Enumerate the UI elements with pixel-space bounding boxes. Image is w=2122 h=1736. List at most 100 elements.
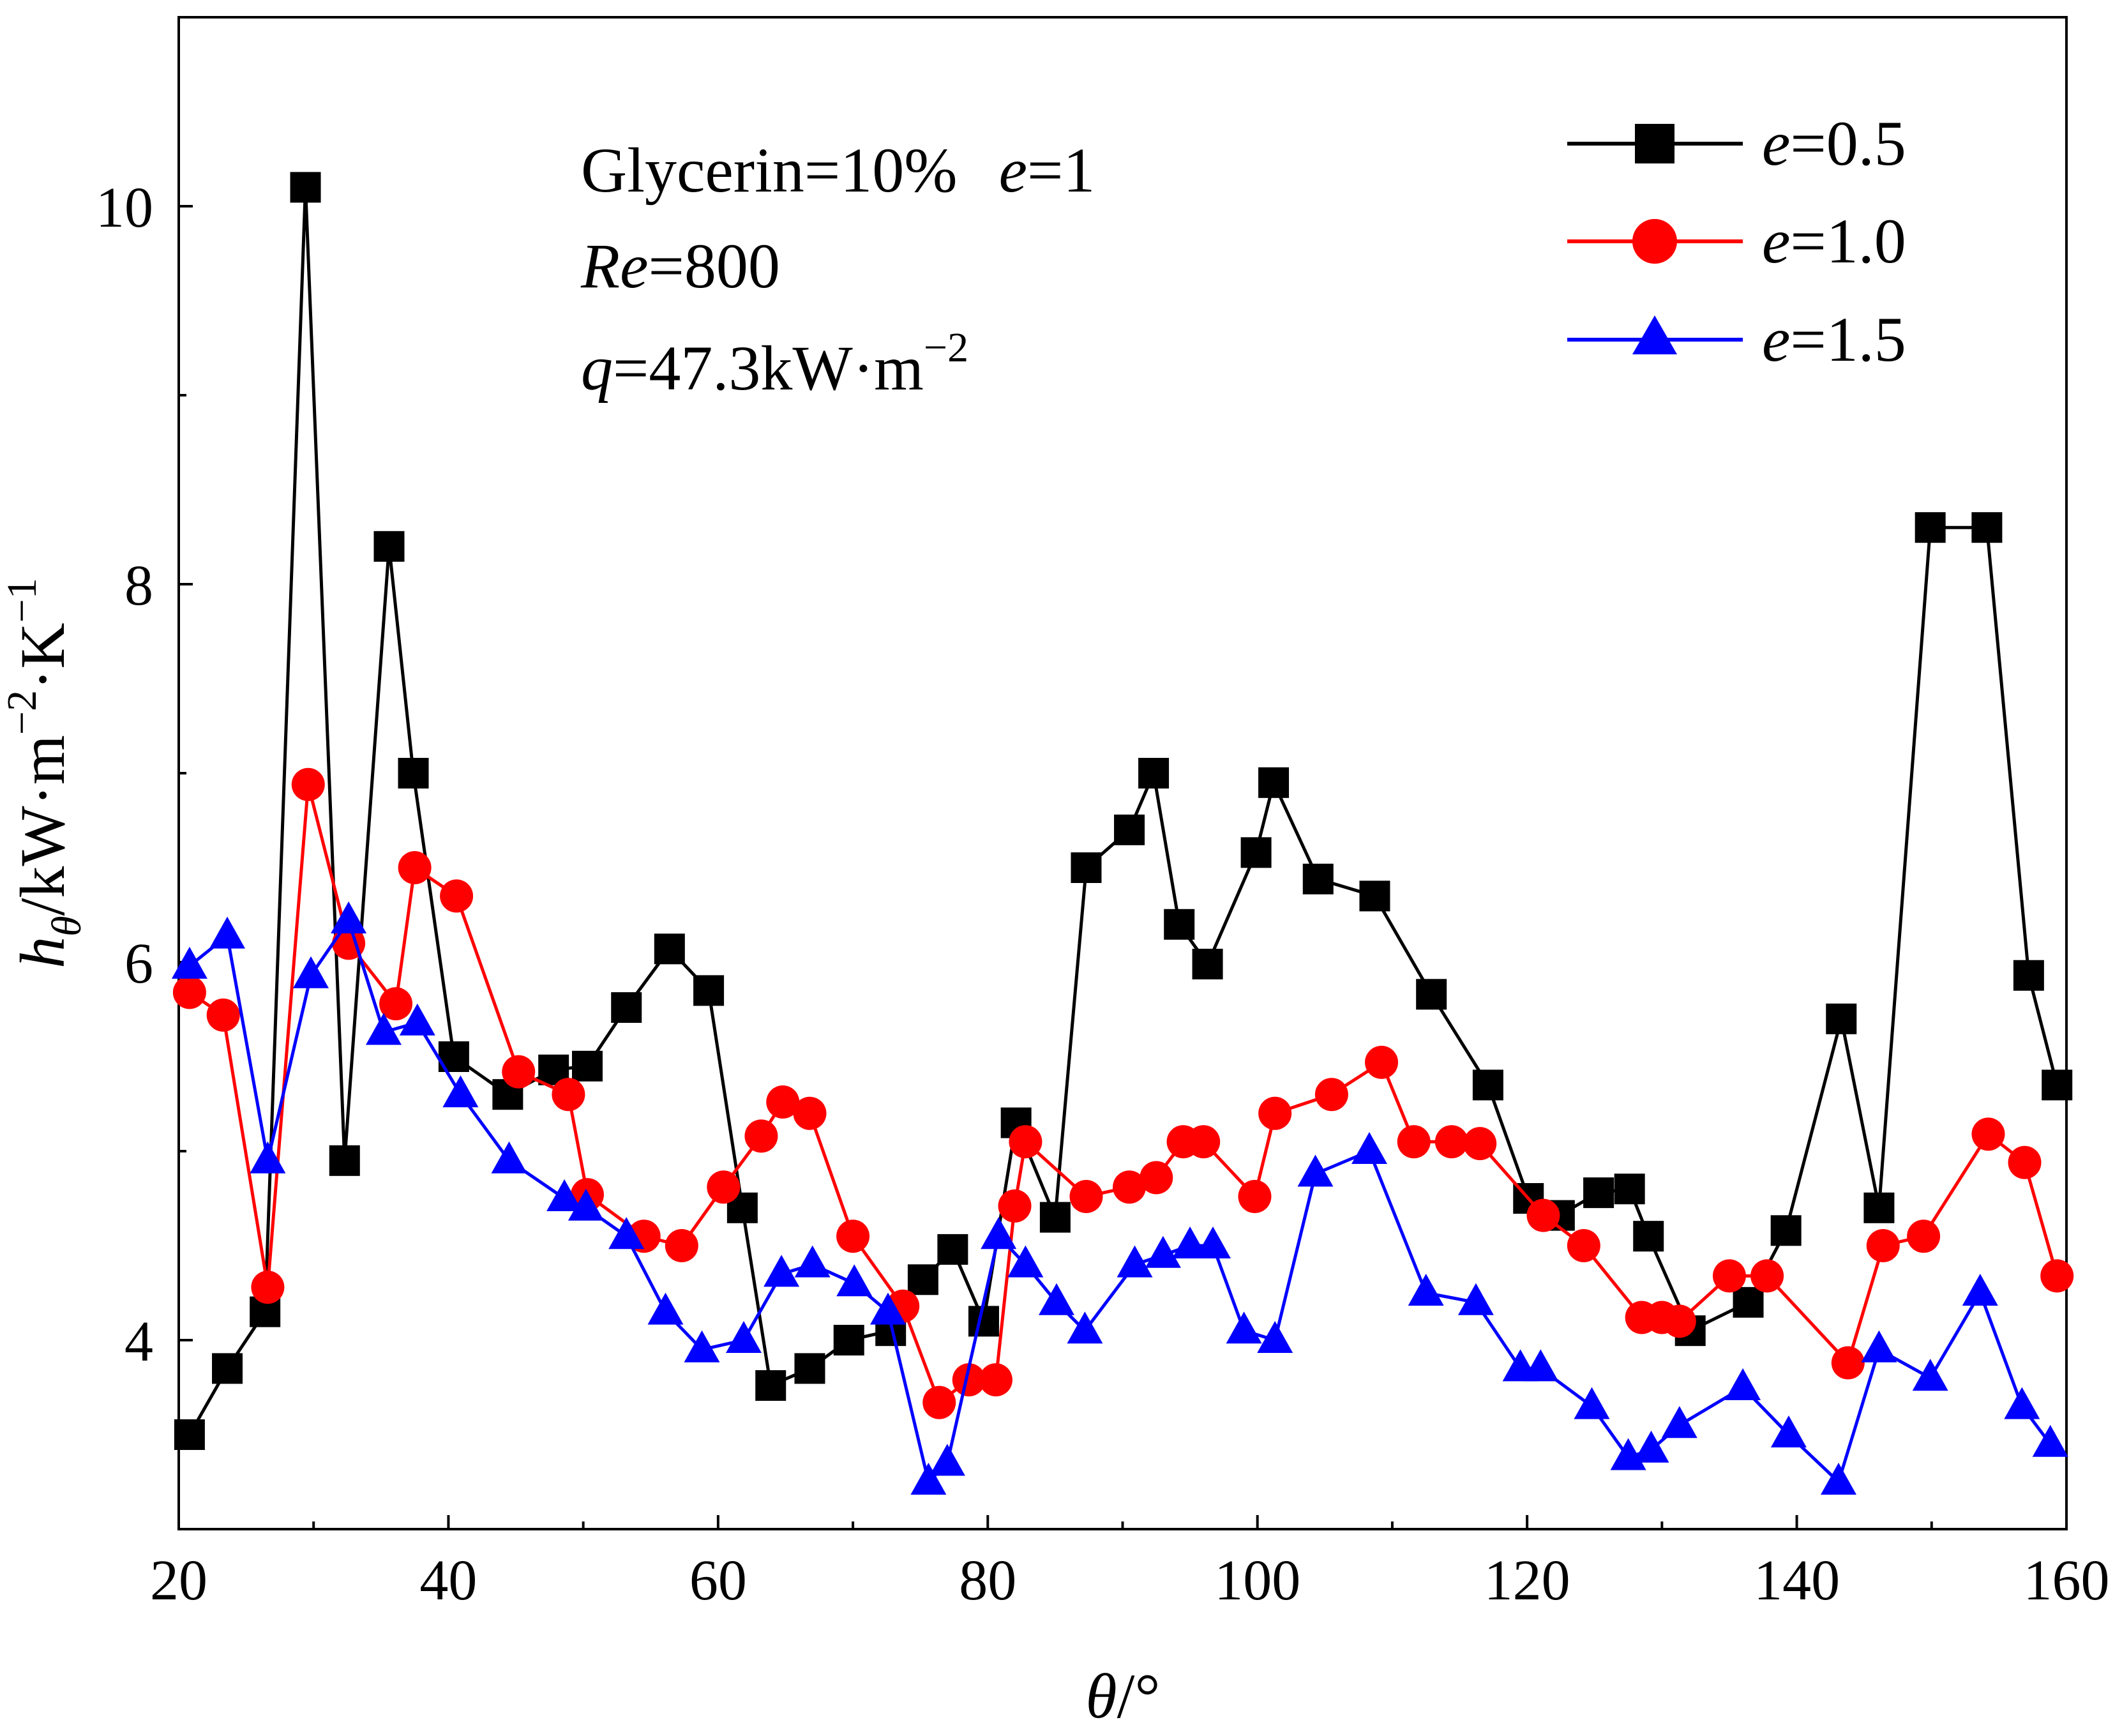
data-point	[1861, 1330, 1897, 1362]
data-point	[766, 1085, 800, 1119]
data-point	[1971, 1117, 2005, 1151]
data-point	[1633, 1430, 1669, 1463]
data-point	[1138, 758, 1170, 789]
data-point	[1661, 1406, 1697, 1438]
data-point	[1633, 1221, 1664, 1252]
data-point	[1583, 1177, 1614, 1209]
x-tick-label: 60	[689, 1549, 747, 1612]
data-point	[1164, 909, 1195, 940]
data-point	[1733, 1287, 1764, 1318]
data-point	[952, 1363, 986, 1397]
data-point	[1187, 1125, 1221, 1159]
x-tick-label: 100	[1214, 1549, 1300, 1612]
x-tick-label: 140	[1754, 1549, 1840, 1612]
data-point	[981, 1217, 1017, 1249]
data-point	[331, 901, 367, 933]
data-point	[1567, 1229, 1600, 1262]
data-point	[1907, 1219, 1941, 1253]
data-point	[1359, 880, 1390, 912]
data-point	[1117, 1245, 1153, 1278]
annotation-line-1: Glycerin=10% e=1	[581, 135, 1095, 206]
x-tick-label: 160	[2024, 1549, 2110, 1612]
data-point	[1238, 1180, 1272, 1214]
data-point	[2004, 1387, 2040, 1419]
data-point	[1574, 1387, 1610, 1419]
data-point	[1258, 1096, 1292, 1130]
data-point	[1863, 1192, 1895, 1223]
series-e=1.0	[172, 767, 2074, 1419]
data-point	[1770, 1215, 1802, 1246]
data-point	[329, 1145, 360, 1176]
data-point	[571, 1050, 603, 1082]
legend-label-e10: e=1.0	[1762, 206, 1906, 276]
data-point	[1195, 1227, 1231, 1258]
data-point	[836, 1264, 873, 1297]
x-axis-label: θ/°	[1086, 1661, 1161, 1732]
data-point	[172, 976, 206, 1009]
data-point	[998, 1189, 1032, 1223]
data-point	[1071, 852, 1102, 883]
legend-marker-e15	[1632, 315, 1677, 354]
data-point	[291, 767, 325, 801]
data-point	[2042, 1069, 2073, 1101]
data-point	[290, 172, 321, 203]
data-point	[250, 1141, 286, 1174]
series-e=1.5	[171, 901, 2068, 1495]
data-point	[379, 987, 413, 1021]
series-e=0.5	[174, 172, 2073, 1450]
data-point	[1725, 1368, 1761, 1400]
data-point	[1240, 837, 1272, 868]
data-point	[398, 758, 429, 789]
data-point	[1962, 1274, 1998, 1306]
data-point	[744, 1119, 778, 1153]
data-point	[726, 1321, 762, 1353]
data-point	[1114, 814, 1145, 845]
data-point	[1750, 1259, 1784, 1293]
y-axis-ticks: 4 6 8 10	[96, 16, 193, 1530]
data-point	[1314, 1078, 1348, 1112]
data-point	[1140, 1161, 1173, 1195]
data-point	[1457, 1283, 1494, 1315]
data-point	[922, 1385, 956, 1419]
y-axis-label: hθ/kW·m−2·K−1	[0, 578, 90, 969]
data-point	[707, 1170, 741, 1204]
data-point	[793, 1096, 827, 1130]
data-point	[755, 1370, 786, 1401]
data-point	[442, 1075, 479, 1108]
data-point	[1416, 979, 1447, 1010]
data-point	[611, 992, 642, 1023]
legend-label-e05: e=0.5	[1762, 108, 1906, 179]
data-point	[373, 531, 405, 562]
data-point	[399, 1003, 435, 1036]
data-point	[1826, 1003, 1857, 1034]
data-point	[1831, 1346, 1865, 1380]
data-point	[870, 1292, 906, 1325]
data-point	[502, 1055, 536, 1089]
data-point	[764, 1255, 800, 1287]
data-point	[1912, 1359, 1948, 1391]
data-point	[2040, 1259, 2074, 1293]
data-point	[1007, 1245, 1044, 1278]
data-point	[1472, 1069, 1503, 1101]
data-point	[968, 1306, 999, 1337]
data-point	[1712, 1259, 1746, 1293]
x-tick-label: 40	[419, 1549, 477, 1612]
data-point	[1351, 1132, 1387, 1164]
data-point	[1039, 1202, 1071, 1233]
data-point	[568, 1188, 604, 1221]
data-point	[794, 1245, 831, 1278]
data-point	[212, 1353, 243, 1384]
data-point	[794, 1353, 825, 1384]
data-point	[2008, 1145, 2042, 1179]
data-point	[1258, 767, 1290, 798]
annotation-line-2: Re=800	[580, 230, 780, 301]
data-point	[546, 1179, 583, 1211]
data-point	[1866, 1229, 1900, 1262]
data-point	[171, 946, 207, 979]
data-point	[1662, 1304, 1696, 1338]
data-point	[1770, 1415, 1807, 1447]
data-point	[1069, 1180, 1103, 1214]
data-point	[647, 1292, 684, 1325]
data-point	[491, 1141, 527, 1174]
